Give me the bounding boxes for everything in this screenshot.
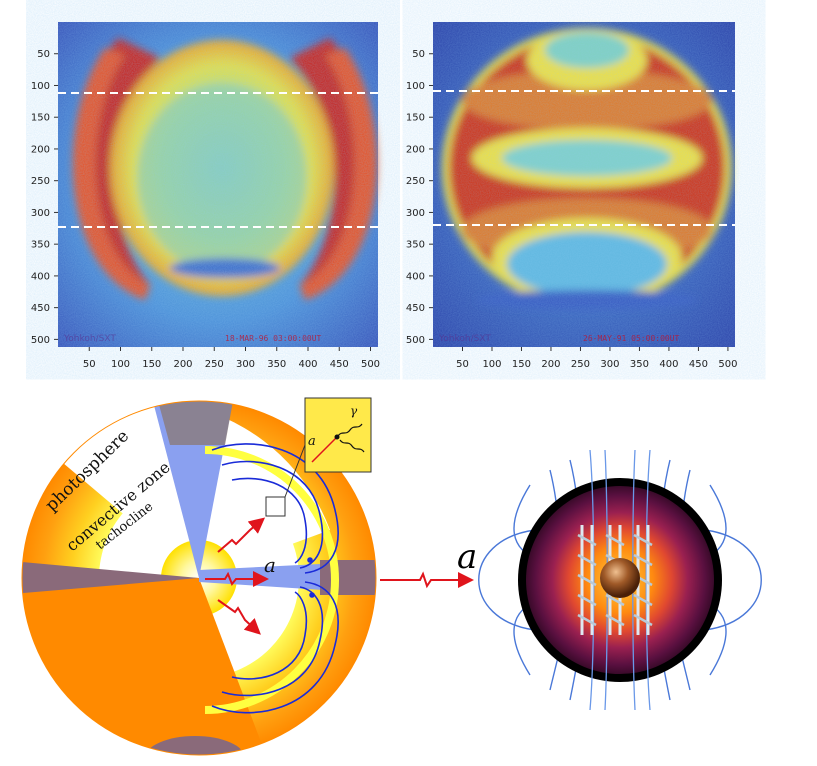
y-tick-label: 500 bbox=[406, 335, 425, 346]
inset-gamma-label: γ bbox=[350, 404, 358, 418]
star-diagram bbox=[478, 450, 762, 710]
star-core bbox=[600, 558, 640, 598]
y-tick-label: 100 bbox=[31, 81, 50, 92]
heatmap-left-watermark: Yohkoh/SXT bbox=[63, 334, 116, 344]
y-tick-label: 150 bbox=[31, 113, 50, 124]
y-tick-label: 300 bbox=[31, 208, 50, 219]
x-tick-label: 250 bbox=[571, 359, 590, 370]
x-tick-label: 400 bbox=[659, 359, 678, 370]
x-tick-label: 50 bbox=[83, 359, 96, 370]
y-tick-label: 450 bbox=[31, 303, 50, 314]
y-tick-label: 250 bbox=[31, 176, 50, 187]
x-tick-label: 250 bbox=[205, 359, 224, 370]
y-tick-label: 350 bbox=[31, 240, 50, 251]
y-tick-label: 500 bbox=[31, 335, 50, 346]
heatmap-left-y-axis: 50 100 150 200 250 300 350 400 450 500 bbox=[31, 49, 58, 346]
heatmap-left: Yohkoh/SXT 18-MAR-96 03:00:00UT 50 100 150… bbox=[31, 22, 380, 370]
x-tick-label: 450 bbox=[330, 359, 349, 370]
y-tick-label: 250 bbox=[406, 176, 425, 187]
y-tick-label: 200 bbox=[31, 144, 50, 155]
heatmap-right-x-axis: 50 100 150 200 250 300 350 400 450 500 bbox=[456, 347, 737, 370]
axion-arrows bbox=[205, 517, 269, 635]
y-tick-label: 400 bbox=[406, 271, 425, 282]
inset-marker-box bbox=[265, 496, 286, 517]
y-tick-label: 450 bbox=[406, 303, 425, 314]
x-tick-label: 100 bbox=[482, 359, 501, 370]
heatmap-right-timestamp: 26-MAY-91 05:00:00UT bbox=[583, 334, 680, 343]
field-loops bbox=[211, 443, 339, 714]
heatmap-left-timestamp: 18-MAR-96 03:00:00UT bbox=[225, 334, 322, 343]
heatmap-right-image: Yohkoh/SXT 26-MAY-91 05:00:00UT bbox=[433, 22, 735, 347]
y-tick-label: 100 bbox=[406, 81, 425, 92]
heatmap-left-x-axis: 50 100 150 200 250 300 350 400 450 500 bbox=[83, 347, 380, 370]
x-tick-label: 400 bbox=[298, 359, 317, 370]
y-tick-label: 200 bbox=[406, 144, 425, 155]
y-tick-label: 50 bbox=[412, 49, 425, 60]
y-tick-label: 50 bbox=[37, 49, 50, 60]
y-tick-label: 350 bbox=[406, 240, 425, 251]
heatmap-left-image: Yohkoh/SXT 18-MAR-96 03:00:00UT bbox=[58, 22, 378, 347]
x-tick-label: 150 bbox=[512, 359, 531, 370]
heatmap-right-y-axis: 50 100 150 200 250 300 350 400 450 500 bbox=[406, 49, 433, 346]
x-tick-label: 350 bbox=[267, 359, 286, 370]
x-tick-label: 200 bbox=[173, 359, 192, 370]
label-axion-core: a bbox=[264, 553, 276, 577]
inset-axion-label: a bbox=[308, 434, 316, 449]
y-tick-label: 400 bbox=[31, 271, 50, 282]
x-tick-label: 300 bbox=[600, 359, 619, 370]
heatmap-right: Yohkoh/SXT 26-MAY-91 05:00:00UT 50 100 150… bbox=[406, 22, 737, 370]
label-axion-large: a bbox=[457, 540, 477, 577]
x-tick-label: 500 bbox=[361, 359, 380, 370]
axion-transfer-arrow: a bbox=[380, 540, 477, 589]
x-tick-label: 100 bbox=[111, 359, 130, 370]
x-tick-label: 200 bbox=[541, 359, 560, 370]
x-tick-label: 150 bbox=[142, 359, 161, 370]
flux-tubes bbox=[577, 525, 653, 635]
y-tick-label: 150 bbox=[406, 113, 425, 124]
inset-conversion: a γ bbox=[304, 397, 372, 473]
x-tick-label: 300 bbox=[236, 359, 255, 370]
y-tick-label: 300 bbox=[406, 208, 425, 219]
x-tick-label: 350 bbox=[630, 359, 649, 370]
x-tick-label: 50 bbox=[456, 359, 469, 370]
x-tick-label: 500 bbox=[718, 359, 737, 370]
sun-diagram: a γ photosphere convective zone tachocli… bbox=[21, 397, 377, 756]
heatmap-right-watermark: Yohkoh/SXT bbox=[438, 334, 491, 344]
x-tick-label: 450 bbox=[689, 359, 708, 370]
